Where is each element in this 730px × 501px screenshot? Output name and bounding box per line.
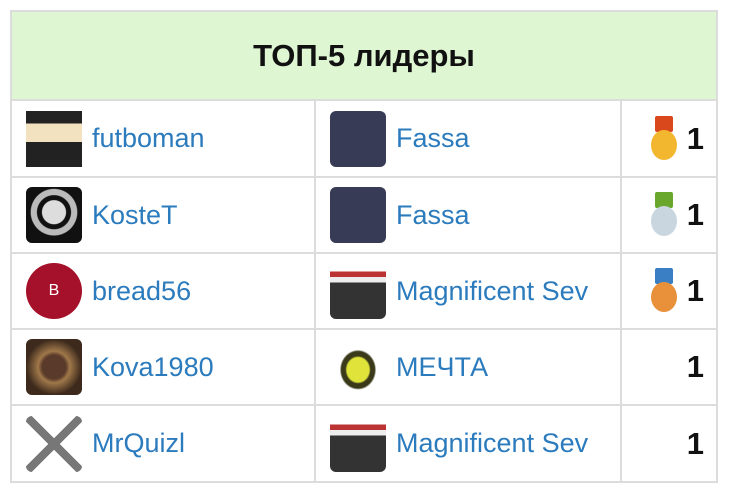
player-avatar[interactable] xyxy=(26,415,82,472)
bronze-medal-icon xyxy=(650,268,677,314)
team-link[interactable]: Magnificent Sev xyxy=(396,428,589,458)
team-cell: Magnificent Sev xyxy=(314,252,622,330)
team-cell: Fassa xyxy=(314,101,622,178)
score-cell: 1 xyxy=(620,101,716,178)
score-value: 1 xyxy=(686,120,704,156)
score-value: 1 xyxy=(686,273,704,308)
leader-row: MrQuizl Magnificent Sev 1 xyxy=(12,404,716,481)
player-link[interactable]: MrQuizl xyxy=(92,428,185,458)
team-link[interactable]: Magnificent Sev xyxy=(396,275,589,306)
team-link[interactable]: МЕЧТА xyxy=(396,351,489,382)
team-logo[interactable] xyxy=(330,110,386,167)
score-cell: 1 xyxy=(620,328,716,406)
widget-title: ТОП-5 лидеры xyxy=(12,12,716,101)
team-cell: Fassa xyxy=(314,176,622,254)
silver-medal-icon xyxy=(650,192,677,238)
team-link[interactable]: Fassa xyxy=(396,199,470,230)
team-cell: Magnificent Sev xyxy=(314,404,622,481)
player-link[interactable]: futboman xyxy=(92,123,205,153)
score-cell: 1 xyxy=(620,176,716,254)
gold-medal-icon xyxy=(650,115,677,162)
player-cell: B bread56 xyxy=(12,252,316,330)
player-avatar[interactable]: B xyxy=(26,263,82,319)
player-link[interactable]: bread56 xyxy=(92,275,192,306)
leaders-table: futboman Fassa 1 KosteT Fassa 1 B bread5… xyxy=(12,101,716,481)
team-logo[interactable] xyxy=(330,339,386,395)
player-avatar[interactable] xyxy=(26,339,82,395)
player-cell: MrQuizl xyxy=(12,404,316,481)
leader-row: B bread56 Magnificent Sev 1 xyxy=(12,252,716,330)
team-cell: МЕЧТА xyxy=(314,328,622,406)
leader-row: futboman Fassa 1 xyxy=(12,101,716,178)
player-avatar[interactable] xyxy=(26,110,82,167)
team-logo[interactable] xyxy=(330,263,386,319)
player-link[interactable]: Kova1980 xyxy=(92,351,214,382)
score-cell: 1 xyxy=(620,404,716,481)
leader-row: KosteT Fassa 1 xyxy=(12,176,716,254)
player-link[interactable]: KosteT xyxy=(92,199,178,230)
player-cell: KosteT xyxy=(12,176,316,254)
player-cell: Kova1980 xyxy=(12,328,316,406)
score-value: 1 xyxy=(686,197,704,232)
leader-row: Kova1980 МЕЧТА 1 xyxy=(12,328,716,406)
team-logo[interactable] xyxy=(330,187,386,243)
score-cell: 1 xyxy=(620,252,716,330)
team-link[interactable]: Fassa xyxy=(396,123,470,153)
player-cell: futboman xyxy=(12,101,316,178)
player-avatar[interactable] xyxy=(26,187,82,243)
avatar-initial: B xyxy=(48,282,60,299)
top5-leaders-widget: ТОП-5 лидеры futboman Fassa 1 KosteT Fas… xyxy=(10,10,718,483)
score-value: 1 xyxy=(686,349,704,384)
team-logo[interactable] xyxy=(330,415,386,472)
score-value: 1 xyxy=(686,425,704,461)
